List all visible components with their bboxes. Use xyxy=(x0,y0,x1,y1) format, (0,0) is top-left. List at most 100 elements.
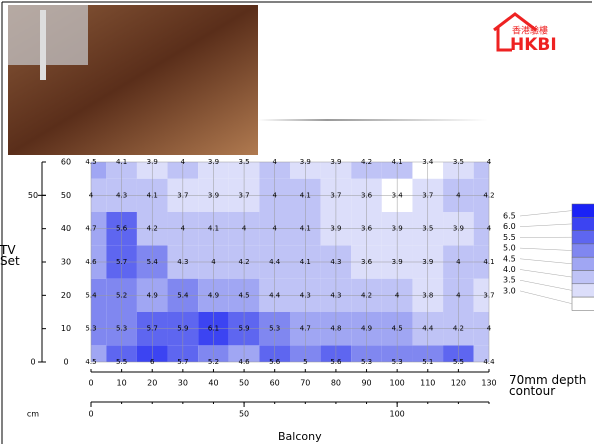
data-label: 5.6 xyxy=(269,358,281,366)
data-label: 3.6 xyxy=(361,258,373,266)
data-label: 4.1 xyxy=(483,258,494,266)
data-label: 4 xyxy=(181,225,186,233)
data-label: 4.3 xyxy=(177,258,188,266)
x2-tick-label: 0 xyxy=(88,410,93,419)
data-label: 3.5 xyxy=(422,225,433,233)
x-tick-label: 50 xyxy=(239,379,249,388)
data-label: 3.9 xyxy=(330,158,341,166)
data-label: 5.7 xyxy=(147,325,158,333)
data-label: 5.3 xyxy=(85,325,96,333)
x-tick-label: 100 xyxy=(390,379,405,388)
legend-leader xyxy=(519,210,573,217)
legend-label: 5.0 xyxy=(503,244,516,253)
data-label: 3.5 xyxy=(453,158,464,166)
data-label: 3.7 xyxy=(330,191,341,199)
x-tick-label: 90 xyxy=(361,379,371,388)
data-label: 4.5 xyxy=(85,358,96,366)
legend-label: 6.0 xyxy=(503,222,516,231)
data-label: 3.9 xyxy=(330,225,341,233)
data-label: 4.5 xyxy=(392,325,403,333)
legend-swatch xyxy=(571,283,594,298)
data-label: 4.7 xyxy=(300,325,311,333)
data-label: 4.1 xyxy=(208,225,219,233)
data-label: 3.9 xyxy=(422,258,433,266)
legend-leader xyxy=(519,247,573,251)
data-label: 5.5 xyxy=(116,358,127,366)
data-label: 3.9 xyxy=(208,158,219,166)
x-tick-label: 60 xyxy=(270,379,280,388)
data-label: 4 xyxy=(272,158,277,166)
legend-label: 6.5 xyxy=(503,212,516,221)
data-label: 5.6 xyxy=(330,358,342,366)
data-label: 3.9 xyxy=(300,158,311,166)
data-label: 4 xyxy=(487,225,492,233)
x-tick-label: 10 xyxy=(117,379,127,388)
data-label: 5.3 xyxy=(269,325,280,333)
data-label: 4.1 xyxy=(300,258,311,266)
x-tick-label: 40 xyxy=(208,379,218,388)
data-label: 4.2 xyxy=(361,158,372,166)
y-tick-label: 20 xyxy=(61,291,71,300)
data-label: 4.5 xyxy=(85,158,96,166)
data-label: 5.9 xyxy=(177,325,188,333)
logo-house xyxy=(493,12,537,52)
data-label: 5.4 xyxy=(177,291,189,299)
legend-swatch xyxy=(571,256,594,271)
data-label: 5.9 xyxy=(239,325,250,333)
data-label: 5.1 xyxy=(422,358,433,366)
legend-label: 3.5 xyxy=(503,276,516,285)
legend-swatch xyxy=(571,203,594,218)
data-label: 4 xyxy=(181,158,186,166)
data-label: 4.1 xyxy=(300,225,311,233)
data-label: 3.4 xyxy=(392,191,404,199)
data-label: 4 xyxy=(89,191,94,199)
data-label: 4.3 xyxy=(330,291,341,299)
data-label: 5.6 xyxy=(116,225,128,233)
x2-tick-label: 100 xyxy=(390,410,405,419)
data-label: 4.9 xyxy=(361,325,372,333)
data-label: 4.3 xyxy=(330,258,341,266)
data-label: 5.7 xyxy=(177,358,188,366)
data-label: 5.4 xyxy=(85,291,97,299)
data-label: 5 xyxy=(303,358,307,366)
data-label: 4.9 xyxy=(147,291,158,299)
data-label: 4.1 xyxy=(147,191,158,199)
data-label: 6.1 xyxy=(208,325,219,333)
data-label: 4.9 xyxy=(208,291,219,299)
contour-cell xyxy=(473,162,489,179)
data-label: 3.4 xyxy=(422,158,434,166)
data-label: 4.6 xyxy=(239,358,251,366)
legend-leader xyxy=(519,258,573,265)
y-tick-label: 40 xyxy=(61,224,71,233)
x-tick-label: 120 xyxy=(451,379,466,388)
data-label: 4.2 xyxy=(361,291,372,299)
data-label: 4.6 xyxy=(85,258,97,266)
data-label: 3.7 xyxy=(483,291,494,299)
data-label: 5.2 xyxy=(208,358,219,366)
data-label: 5.5 xyxy=(453,358,464,366)
x-tick-label: 110 xyxy=(420,379,435,388)
data-label: 4.3 xyxy=(116,191,127,199)
x-axis-label: Balcony xyxy=(278,430,322,443)
data-label: 4 xyxy=(242,225,247,233)
data-label: 4 xyxy=(487,158,492,166)
contour-cell xyxy=(91,345,107,362)
x-tick-label: 0 xyxy=(88,379,93,388)
data-label: 4.4 xyxy=(483,358,495,366)
data-label: 5.3 xyxy=(361,358,372,366)
data-label: 4 xyxy=(395,291,400,299)
y-tick-label: 50 xyxy=(61,191,71,200)
data-label: 3.7 xyxy=(177,191,188,199)
data-label: 4.2 xyxy=(453,325,464,333)
data-label: 4 xyxy=(456,291,461,299)
legend-leader xyxy=(519,269,573,278)
data-label: 4.1 xyxy=(300,191,311,199)
data-label: 4.2 xyxy=(483,191,494,199)
legend-leader xyxy=(519,279,573,291)
divider xyxy=(258,119,488,121)
data-label: 5.3 xyxy=(116,325,127,333)
data-label: 5.3 xyxy=(392,358,403,366)
x-tick-label: 30 xyxy=(178,379,188,388)
